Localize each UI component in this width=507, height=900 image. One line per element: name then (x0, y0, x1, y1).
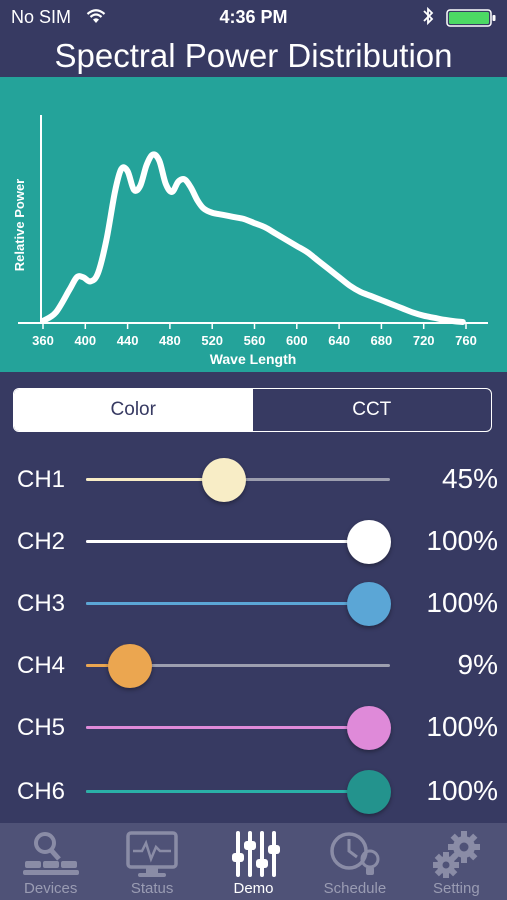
bluetooth-icon (422, 6, 434, 31)
channel-value: 9% (457, 649, 498, 680)
channel-slider-fill (86, 726, 390, 729)
channel-label: CH6 (17, 778, 66, 805)
channel-slider-fill (86, 790, 390, 793)
channel-label: CH5 (17, 714, 66, 741)
tab-devices[interactable]: Devices (0, 823, 101, 900)
channel-value: 45% (441, 463, 498, 494)
carrier-label: No SIM (11, 7, 72, 27)
channel-label: CH1 (17, 466, 66, 493)
channel-slider-fill (86, 478, 223, 481)
channel-slider-fill (86, 540, 390, 543)
clock-time: 4:36 PM (219, 7, 288, 27)
channel-row-ch1: CH1 45% (0, 454, 507, 504)
channel-value: 100% (426, 711, 498, 742)
channel-slider-thumb[interactable] (347, 582, 391, 626)
channel-row-ch3: CH3 100% (0, 578, 507, 628)
gears-icon (426, 829, 486, 884)
tab-demo-label: Demo (233, 880, 274, 897)
sliders-icon (224, 829, 284, 884)
status-bar: No SIM 4:36 PM (0, 0, 507, 34)
devices-icon (21, 829, 81, 884)
mode-segmented-control: Color CCT (13, 388, 492, 432)
tab-status[interactable]: Status (101, 823, 202, 900)
x-axis-label: Wave Length (210, 351, 297, 367)
wifi-icon (86, 9, 106, 29)
x-tick-label: 720 (413, 333, 435, 348)
channel-label: CH3 (17, 590, 66, 617)
segment-color[interactable]: Color (14, 389, 253, 431)
page-title: Spectral Power Distribution (54, 37, 453, 74)
channel-slider-fill (86, 664, 114, 667)
channel-value: 100% (426, 587, 498, 618)
x-tick-label: 480 (159, 333, 181, 348)
battery-icon (446, 9, 498, 32)
tab-devices-label: Devices (24, 880, 78, 897)
x-tick-label: 760 (455, 333, 477, 348)
spectral-chart-svg: Relative Power Wave Length 360 400 440 480 5… (12, 115, 488, 367)
spectral-chart: Relative Power Wave Length 360 400 440 480 5… (0, 77, 507, 372)
channel-value: 100% (426, 775, 498, 806)
status-monitor-icon (122, 829, 182, 884)
tab-status-label: Status (130, 880, 174, 897)
channel-row-ch4: CH4 9% (0, 640, 507, 690)
tab-demo[interactable]: Demo (203, 823, 304, 900)
channel-slider-fill (86, 602, 390, 605)
x-tick-label: 680 (371, 333, 393, 348)
channel-slider-thumb[interactable] (347, 770, 391, 814)
segment-cct[interactable]: CCT (352, 399, 392, 420)
channel-slider-thumb[interactable] (347, 520, 391, 564)
channel-row-ch5: CH5 100% (0, 702, 507, 752)
channel-slider-track[interactable] (86, 664, 390, 667)
x-tick-label: 560 (244, 333, 266, 348)
channel-value: 100% (426, 525, 498, 556)
schedule-clock-icon (325, 829, 385, 884)
tab-bar: Devices Status Demo (0, 823, 507, 900)
channel-slider-track[interactable] (86, 726, 390, 729)
x-tick-label: 400 (74, 333, 96, 348)
channel-slider-thumb[interactable] (347, 706, 391, 750)
spectrum-series-line (40, 151, 466, 325)
channel-slider-track[interactable] (86, 540, 390, 543)
tab-setting[interactable]: Setting (406, 823, 507, 900)
x-tick-label: 440 (117, 333, 139, 348)
y-axis-label: Relative Power (12, 179, 27, 272)
channel-slider-thumb[interactable] (202, 458, 247, 502)
channel-label: CH4 (17, 652, 66, 679)
channel-slider-track[interactable] (86, 602, 390, 605)
x-tick-label: 640 (328, 333, 350, 348)
channel-row-ch2: CH2 100% (0, 516, 507, 566)
x-tick-label: 360 (32, 333, 54, 348)
tab-schedule-label: Schedule (323, 880, 387, 897)
channel-row-ch6: CH6 100% (0, 766, 507, 816)
x-tick-label: 520 (201, 333, 223, 348)
x-tick-label: 600 (286, 333, 308, 348)
channel-slider-track[interactable] (86, 790, 390, 793)
tab-schedule[interactable]: Schedule (304, 823, 405, 900)
tab-setting-label: Setting (432, 880, 480, 897)
channel-slider-thumb[interactable] (107, 644, 152, 688)
channel-label: CH2 (17, 528, 66, 555)
